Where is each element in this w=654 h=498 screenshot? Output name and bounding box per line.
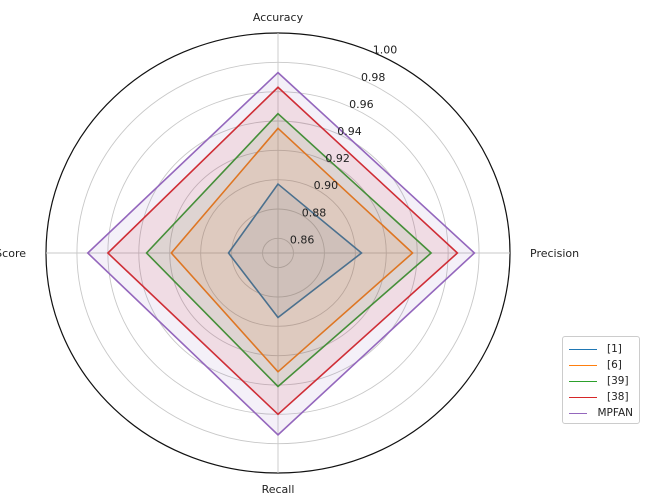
legend-label: [1] (607, 343, 622, 355)
legend-label: MPFAN (597, 407, 633, 419)
legend-item: [38] (569, 389, 633, 405)
radial-tick-label: 1.00 (373, 44, 398, 57)
legend-label: [38] (607, 391, 629, 403)
radial-tick-label: 0.88 (302, 206, 327, 219)
series-6 (170, 127, 414, 373)
series-mpfan (86, 71, 476, 436)
legend-line (569, 396, 597, 398)
legend-item: MPFAN (569, 405, 633, 421)
radial-tick-label: 0.94 (337, 125, 362, 138)
legend-item: [1] (569, 341, 633, 357)
legend-line (569, 364, 597, 366)
radial-tick-label: 0.86 (290, 233, 315, 246)
legend-line (569, 380, 597, 382)
axis-label-f1-score: F1-Score (0, 247, 26, 260)
axis-label-recall: Recall (262, 483, 295, 496)
axis-label-precision: Precision (530, 247, 579, 260)
radial-tick-label: 0.96 (349, 98, 374, 111)
legend-item: [6] (569, 357, 633, 373)
radial-tick-label: 0.98 (361, 71, 386, 84)
series-38 (106, 86, 459, 416)
legend-line (569, 348, 597, 350)
radial-tick-label: 0.90 (314, 179, 339, 192)
legend-label: [39] (607, 375, 629, 387)
legend-item: [39] (569, 373, 633, 389)
series-39 (145, 112, 433, 388)
legend-label: [6] (607, 359, 622, 371)
series-layer (86, 71, 476, 436)
series-1 (227, 182, 363, 319)
legend: [1] [6] [39] [38] MPFAN (562, 336, 640, 424)
legend-line (569, 412, 588, 414)
grid (45, 32, 511, 474)
axis-labels: Accuracy Precision Recall F1-Score (0, 11, 579, 496)
radial-tick-label: 0.92 (325, 152, 350, 165)
radial-tick-labels: 0.86 0.88 0.90 0.92 0.94 0.96 0.98 1.00 (290, 44, 397, 247)
axis-label-accuracy: Accuracy (253, 11, 304, 24)
